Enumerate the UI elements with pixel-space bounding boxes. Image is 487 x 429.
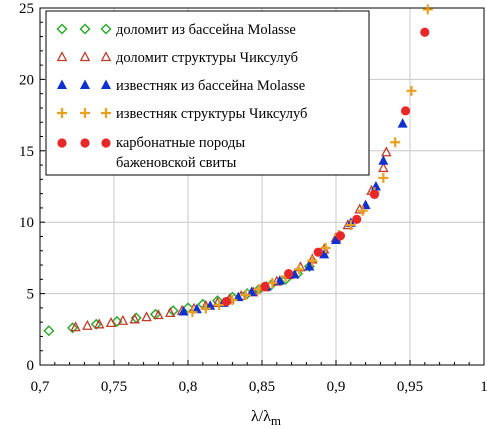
y-tick-label: 0 (27, 358, 35, 374)
axis-ticks (39, 7, 485, 366)
x-tick-label: 1 (480, 379, 487, 395)
legend-marker-series-0 (100, 23, 112, 35)
data-point-series-3 (267, 277, 278, 288)
legend-label-series-4: карбонатные породы (116, 135, 245, 151)
data-point-series-0 (111, 315, 123, 328)
legend-marker-series-1 (79, 51, 91, 62)
data-point-series-1 (82, 319, 93, 330)
data-point-series-2 (378, 155, 389, 165)
x-tick-label: 0,9 (327, 379, 346, 395)
legend-marker-series-4 (101, 138, 111, 148)
legend-marker-series-4 (80, 138, 90, 148)
data-point-series-1 (70, 321, 81, 332)
data-point-series-1 (105, 316, 117, 328)
data-point-series-3 (294, 264, 304, 275)
data-point-series-2 (331, 234, 341, 245)
data-point-series-3 (357, 205, 368, 216)
legend-marker-series-4 (57, 138, 67, 148)
data-point-series-1 (129, 313, 140, 324)
legend-box (45, 10, 370, 176)
data-point-series-3 (240, 290, 251, 301)
legend-marker-series-0 (79, 23, 91, 35)
data-point-series-1 (117, 314, 129, 325)
data-points (43, 4, 433, 337)
data-point-series-1 (153, 309, 164, 320)
x-axis-label-subscript: m (271, 413, 281, 428)
data-point-series-3 (345, 220, 356, 231)
data-point-series-3 (200, 303, 211, 314)
data-point-series-1 (378, 162, 389, 173)
data-point-series-4 (221, 296, 232, 307)
data-point-series-3 (406, 85, 417, 96)
data-point-series-2 (370, 181, 381, 191)
y-tick-label: 20 (19, 72, 34, 88)
data-point-series-1 (381, 146, 392, 157)
data-point-series-2 (233, 291, 244, 302)
legend-marker-series-1 (56, 51, 68, 62)
legend-label-series-1: доломит структуры Чиксулуб (116, 50, 298, 66)
data-point-series-3 (307, 255, 318, 266)
data-point-series-2 (246, 286, 257, 297)
x-axis-label-main: λ/λ (251, 408, 271, 425)
data-point-series-4 (260, 281, 270, 292)
data-point-series-4 (313, 247, 323, 257)
data-point-series-1 (93, 318, 105, 329)
x-tick-label: 0,85 (249, 379, 275, 395)
legend-label-series-2: известняк из бассейна Molasse (116, 78, 305, 94)
y-tick-label: 25 (19, 1, 34, 17)
legend-label-series-4: баженовской свиты (116, 155, 237, 171)
x-tick-label: 0,95 (397, 379, 423, 395)
data-point-series-2 (205, 300, 216, 310)
data-point-series-1 (141, 311, 152, 322)
legend-label-series-0: доломит из бассейна Molasse (116, 22, 296, 38)
data-point-series-4 (400, 106, 411, 116)
legend-marker-series-2 (101, 79, 111, 89)
y-tick-label: 5 (27, 287, 35, 303)
data-point-series-2 (397, 118, 408, 128)
legend-marker-series-2 (80, 79, 90, 89)
data-point-series-4 (420, 27, 430, 37)
data-point-series-3 (378, 172, 389, 183)
data-point-series-2 (304, 260, 315, 271)
x-tick-label: 0,75 (101, 379, 127, 395)
data-point-series-3 (187, 307, 198, 318)
x-tick-label: 0,8 (179, 379, 198, 395)
data-point-series-3 (390, 137, 401, 148)
legend-marker-series-0 (56, 23, 68, 35)
data-point-series-3 (422, 4, 433, 15)
legend-marker-series-2 (57, 79, 67, 89)
data-point-series-2 (191, 303, 202, 314)
data-point-series-4 (284, 269, 294, 279)
data-point-series-4 (352, 214, 362, 224)
data-point-series-3 (214, 300, 225, 311)
legend-marker-series-3 (101, 108, 111, 118)
data-point-series-0 (66, 322, 79, 334)
legend-label-series-3: известняк структуры Чиксулуб (116, 106, 307, 122)
data-point-series-4 (369, 189, 380, 199)
data-point-series-2 (178, 305, 189, 316)
legend: доломит из бассейна Molasse доломит струк… (45, 10, 370, 176)
data-point-series-0 (43, 325, 55, 337)
y-tick-label: 10 (19, 215, 34, 231)
y-tick-label: 15 (19, 144, 34, 160)
x-axis-label: λ/λm (251, 408, 281, 428)
legend-marker-series-3 (57, 108, 67, 118)
legend-marker-series-3 (80, 108, 90, 118)
legend-marker-series-1 (100, 51, 112, 62)
data-point-series-0 (90, 318, 102, 330)
data-point-series-4 (335, 231, 346, 241)
data-point-series-2 (319, 248, 330, 259)
x-tick-label: 0,7 (31, 379, 50, 395)
data-point-series-3 (320, 242, 331, 253)
data-point-series-1 (164, 306, 176, 318)
